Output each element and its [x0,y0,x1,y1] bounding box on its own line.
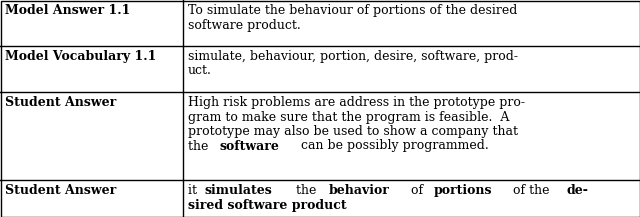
Text: the: the [292,184,321,197]
Text: simulate, behaviour, portion, desire, software, prod-: simulate, behaviour, portion, desire, so… [188,50,518,63]
Text: sired software product: sired software product [188,199,347,212]
Text: simulates: simulates [205,184,273,197]
Text: can be possibly programmed.: can be possibly programmed. [297,140,488,153]
Text: To simulate the behaviour of portions of the desired: To simulate the behaviour of portions of… [188,4,517,17]
Text: de-: de- [566,184,588,197]
Text: prototype may also be used to show a company that: prototype may also be used to show a com… [188,125,518,138]
Text: gram to make sure that the program is feasible.  A: gram to make sure that the program is fe… [188,110,509,123]
Text: the: the [188,140,212,153]
Text: software: software [220,140,279,153]
Text: Model Vocabulary 1.1: Model Vocabulary 1.1 [5,50,156,63]
Text: uct.: uct. [188,64,212,77]
Text: of: of [407,184,428,197]
Text: of the: of the [509,184,554,197]
Text: Student Answer: Student Answer [5,184,116,197]
Text: High risk problems are address in the prototype pro-: High risk problems are address in the pr… [188,96,525,109]
Text: it: it [188,184,201,197]
Text: portions: portions [433,184,492,197]
Text: Model Answer 1.1: Model Answer 1.1 [5,4,131,17]
Text: behavior: behavior [329,184,390,197]
Text: Student Answer: Student Answer [5,96,116,109]
Text: software product.: software product. [188,18,301,31]
